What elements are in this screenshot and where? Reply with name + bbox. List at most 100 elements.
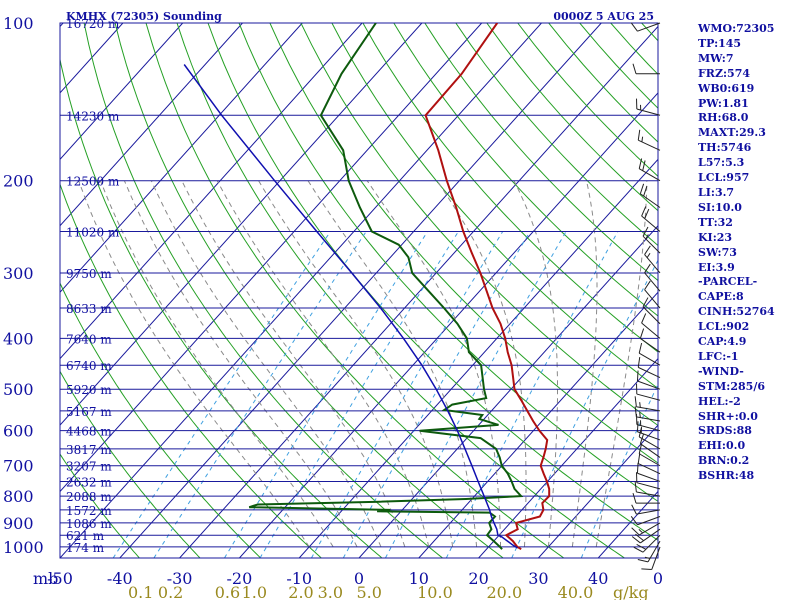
temperature-tick-label: -20 [227,569,253,588]
pressure-tick-label: 800 [3,487,34,506]
sounding-index: WB0:619 [698,81,755,95]
wind-barb [639,328,661,353]
wind-barb [641,206,661,232]
wind-barb [632,492,660,504]
mixing-ratio-label: 1.0 [242,583,267,600]
sounding-index: HEL:-2 [698,394,741,408]
sounding-index: BSHR:48 [698,469,755,483]
wind-barb-flag [644,208,650,219]
mixing-ratio-label: 20.0 [487,583,523,600]
sounding-index: SW:73 [698,245,737,259]
wind-barb-flag [639,183,645,194]
moist-adiabat-line [99,180,334,548]
wind-barb [636,98,661,116]
wind-barb-half-flag [644,556,651,559]
mixing-ratio-line [310,231,504,558]
wind-barb [636,383,661,401]
wind-barb [637,129,661,151]
pressure-tick-label: 400 [3,329,34,348]
wind-barb-flag [632,492,637,504]
wind-barb [636,421,661,441]
sounding-index: MW:7 [698,51,734,65]
wind-barb-flag [642,297,649,308]
isotherm-line [60,23,64,28]
parcel-trace [183,64,518,549]
mixing-ratio-line [384,231,567,558]
sounding-index: SI:10.0 [698,200,742,214]
wind-barb-staff [642,306,661,325]
wind-barb-flag [642,226,649,237]
mixing-ratio-label: 0.6 [215,583,240,600]
wind-barb [637,540,661,563]
sounding-index: CINH:52764 [698,305,775,319]
sounding-index: LFC:-1 [698,349,739,363]
sounding-index: CAP:4.9 [698,335,747,349]
sounding-index: EI:3.9 [698,260,735,274]
wind-barb [642,226,661,254]
wind-barb [639,433,661,458]
dry-adiabat-line [424,23,658,282]
isotherm-line [418,291,658,558]
sounding-index: KI:23 [698,230,733,244]
wind-barb-flag [637,356,641,368]
mixing-ratio-line [342,231,531,558]
isotherm-line [60,23,303,293]
wind-barb-flag [644,280,651,290]
sounding-index: LCL:902 [698,320,750,334]
wind-barb-flag [641,313,647,324]
wind-barb-flag [630,516,638,526]
isotherm-line [0,23,3,558]
wind-barb [638,342,661,366]
sounding-traces [183,23,551,551]
pressure-tick-label: 900 [3,514,34,533]
wind-barb [636,370,661,390]
height-label: 16720 m [66,17,120,31]
wind-barb-flag [631,536,641,544]
pressure-tick-label: 700 [3,457,34,476]
mixing-ratio-label: 0.2 [158,583,183,600]
wind-barb [631,504,661,515]
wind-barb [634,481,661,497]
isotherm-line [119,23,602,558]
mixing-ratio-label: 3.0 [318,583,343,600]
sounding-index: L57:5.3 [698,156,745,170]
wind-barb-staff [638,366,661,378]
moist-adiabat-line [513,180,558,547]
wind-barb [631,522,661,536]
wind-barb-flag [632,63,637,74]
pressure-tick-label: 200 [3,172,34,191]
sounding-index: MAXT:29.3 [698,126,766,140]
isotherm-line [60,23,363,360]
wind-barb [638,158,661,182]
wind-barb-staff [636,423,661,432]
sounding-index: SRDS:88 [698,424,752,438]
isotherm-line [60,23,423,426]
sounding-index: FRZ:574 [698,66,751,80]
wind-barb-staff [641,322,661,339]
pressure-tick-label: 100 [3,14,34,33]
wind-barb-flag [644,263,651,274]
wind-barb-flag [631,527,640,536]
sounding-index: CAPE:8 [698,290,744,304]
mixing-ratio-label: 5.0 [356,583,381,600]
wind-barb [638,443,661,467]
temperature-tick-label: 40 [588,569,608,588]
height-label: 6740 m [66,359,112,373]
wind-barb-half-flag [639,412,641,418]
height-label: 8633 m [66,302,112,316]
station-title: KMHX (72305) Sounding [66,10,222,23]
dry-adiabat-line [455,23,658,247]
wind-barb [632,63,660,75]
wind-barb [633,534,661,553]
wind-barbs [630,22,661,570]
mixing-ratio-unit-label: g/kg [613,583,649,600]
wind-barb-staff [636,509,661,515]
height-label: 14230 m [66,109,120,123]
wind-barb [631,528,661,544]
dry-adiabat-line [331,23,658,390]
dry-adiabat-line [176,23,625,558]
height-label: 5920 m [66,383,112,397]
sounding-index: -WIND- [698,364,744,378]
height-label: 621 m [66,529,105,543]
height-label: 1086 m [66,517,112,531]
